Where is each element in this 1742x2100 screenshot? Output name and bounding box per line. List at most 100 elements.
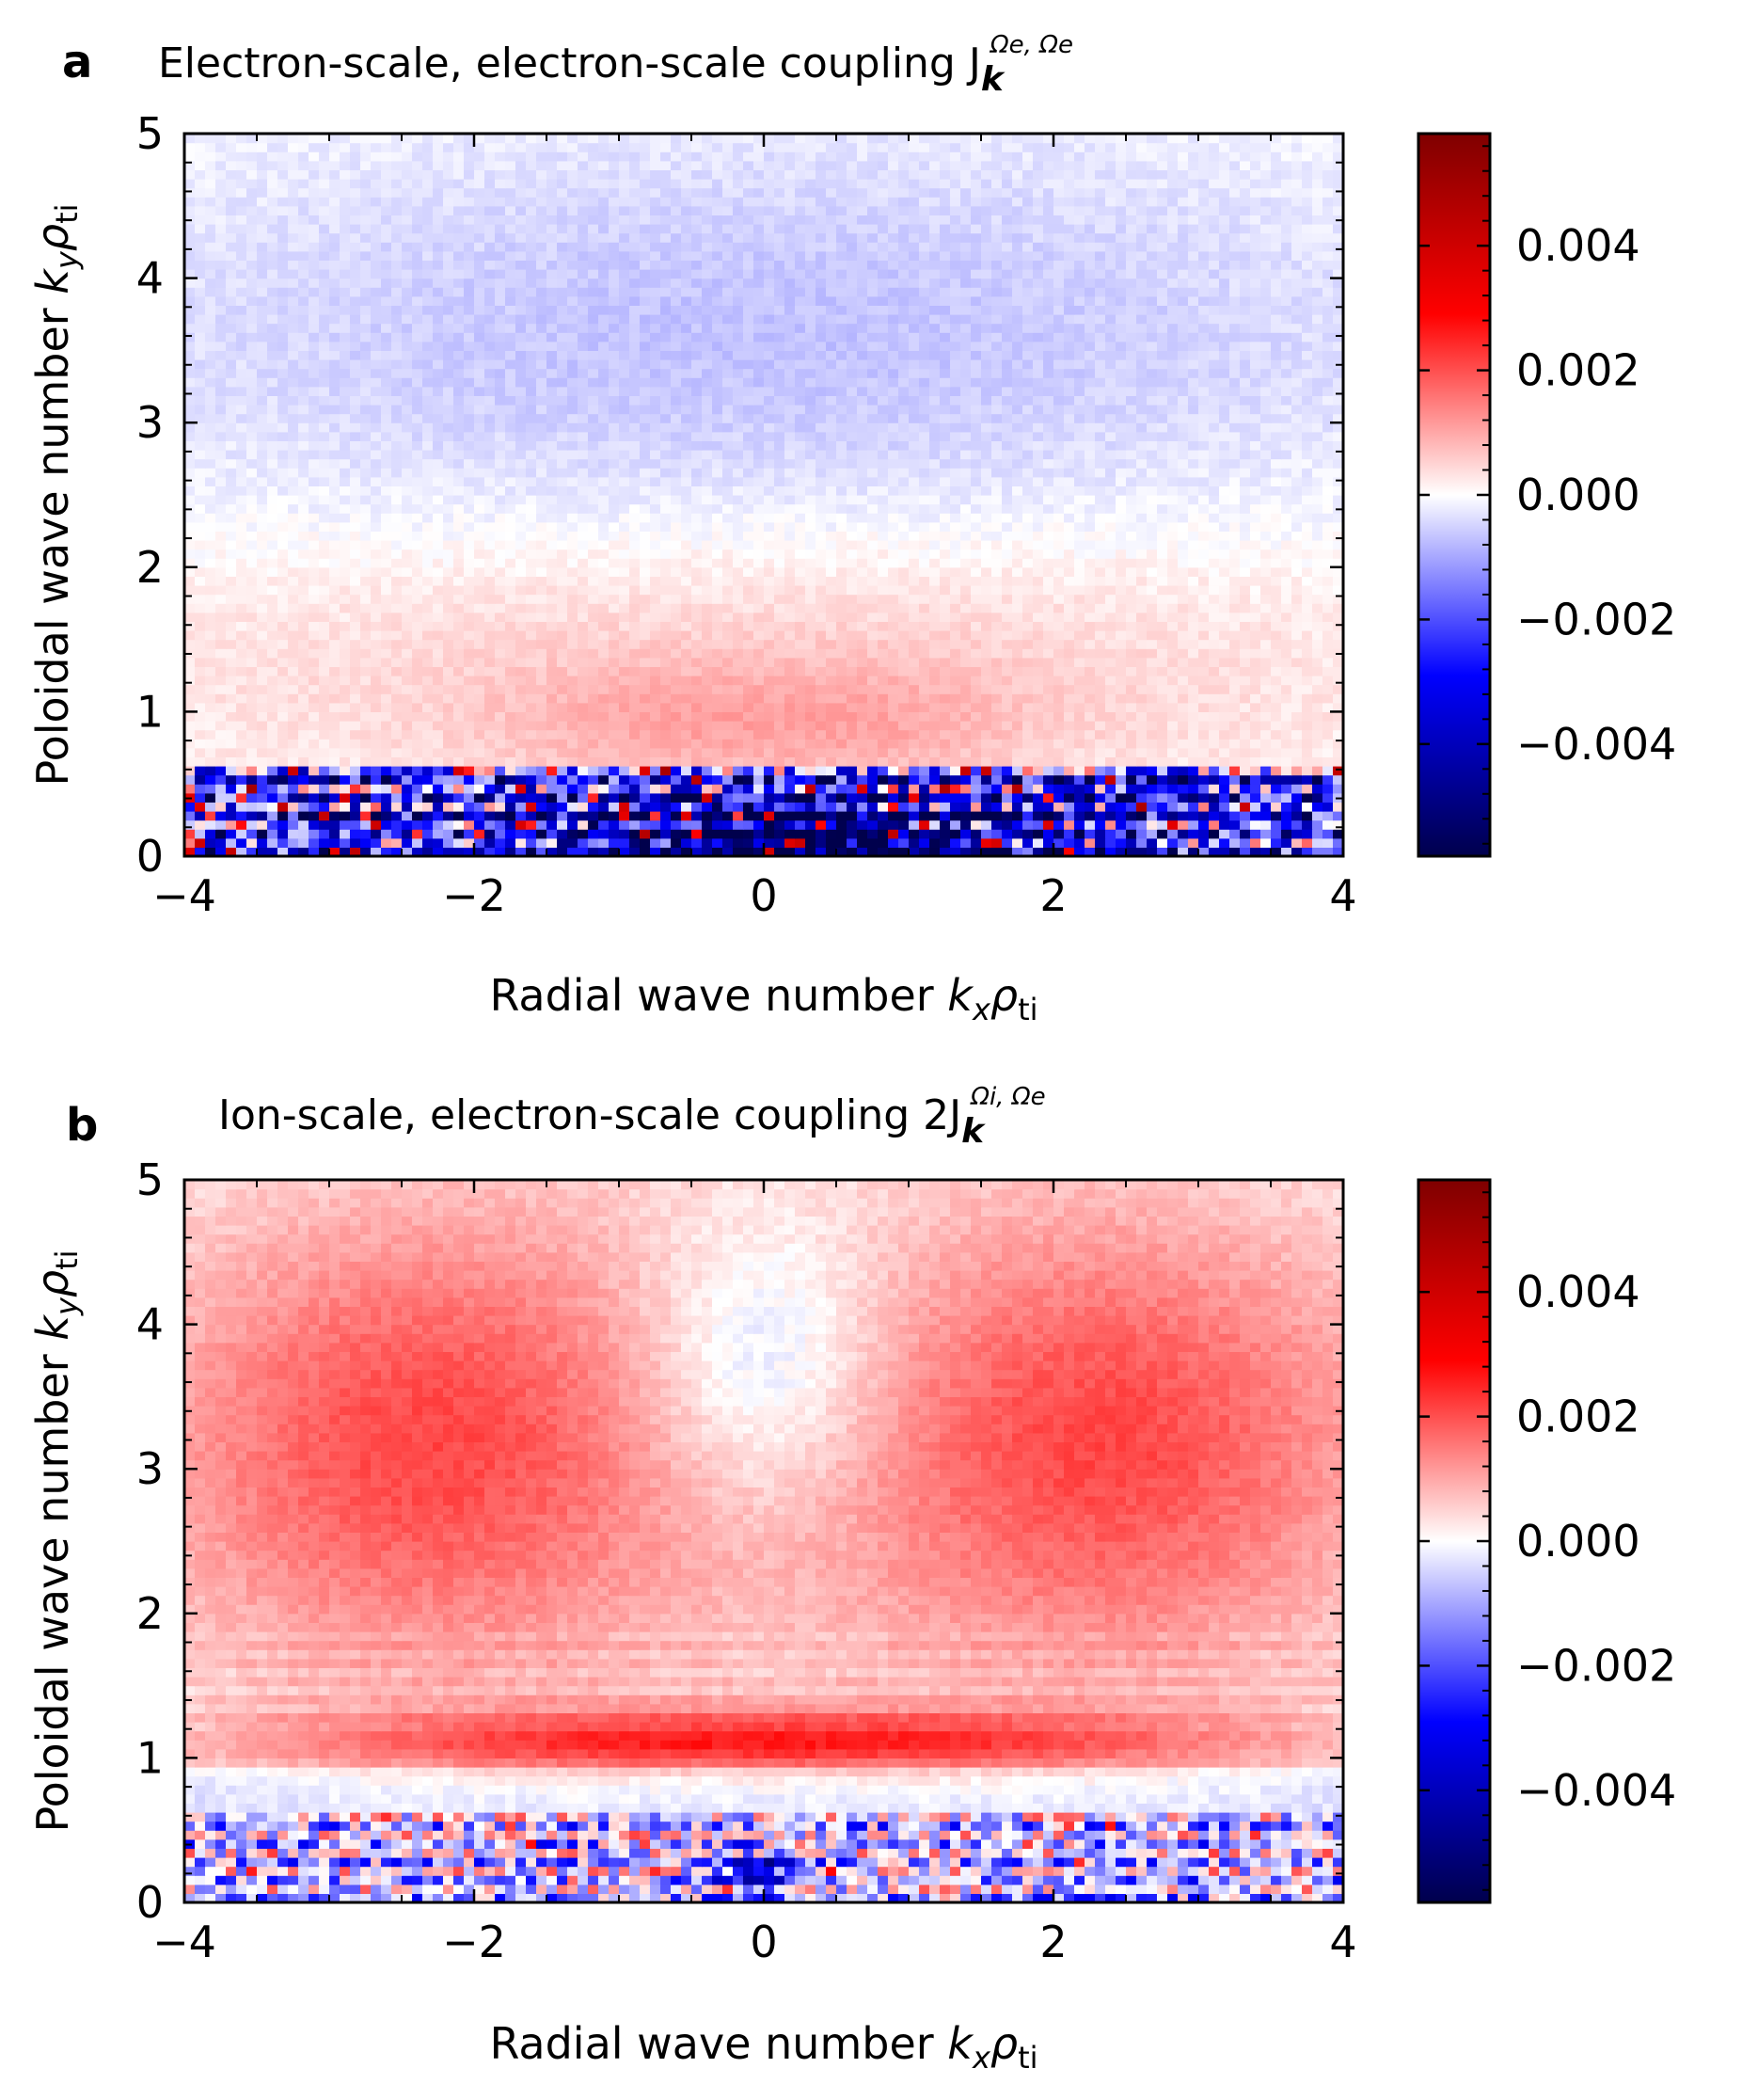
heatmap-cell	[784, 513, 796, 522]
heatmap-cell	[422, 567, 434, 577]
heatmap-cell	[340, 531, 351, 540]
heatmap-cell	[267, 504, 278, 514]
heatmap-cell	[640, 585, 651, 595]
heatmap-cell	[1167, 829, 1179, 838]
heatmap-cell	[1157, 703, 1168, 712]
heatmap-cell	[433, 495, 444, 504]
heatmap-cell	[650, 802, 661, 811]
heatmap-cell	[1291, 730, 1303, 740]
heatmap-cell	[391, 666, 403, 676]
heatmap-cell	[1167, 477, 1179, 486]
heatmap-cell	[950, 477, 961, 486]
heatmap-cell	[878, 756, 889, 766]
heatmap-cell	[598, 648, 610, 658]
heatmap-cell	[546, 612, 558, 622]
heatmap-cell	[805, 756, 816, 766]
heatmap-cell	[826, 802, 837, 811]
heatmap-cell	[733, 739, 744, 748]
heatmap-cell	[1188, 838, 1199, 848]
heatmap-cell	[691, 576, 703, 585]
heatmap-cell	[1157, 648, 1168, 658]
heatmap-cell	[422, 648, 434, 658]
heatmap-cell	[1291, 711, 1303, 721]
heatmap-cell	[1229, 838, 1241, 848]
heatmap-cell	[1198, 693, 1210, 703]
heatmap-cell	[298, 756, 309, 766]
heatmap-cell	[733, 468, 744, 477]
heatmap-cell	[329, 540, 340, 549]
heatmap-cell	[743, 784, 754, 793]
heatmap-cell	[733, 658, 744, 667]
heatmap-cell	[857, 567, 868, 577]
heatmap-cell	[1291, 549, 1303, 559]
heatmap-cell	[443, 585, 454, 595]
heatmap-cell	[929, 730, 941, 740]
heatmap-cell	[309, 829, 320, 838]
heatmap-cell	[1229, 630, 1241, 640]
heatmap-cell	[1198, 676, 1210, 685]
heatmap-cell	[371, 495, 382, 504]
heatmap-cell	[681, 522, 692, 532]
heatmap-cell	[909, 513, 920, 522]
heatmap-cell	[464, 775, 475, 785]
heatmap-cell	[702, 666, 713, 676]
heatmap-cell	[526, 567, 537, 577]
heatmap-cell	[691, 549, 703, 559]
heatmap-cell	[536, 549, 547, 559]
heatmap-cell	[1198, 549, 1210, 559]
heatmap-cell	[784, 676, 796, 685]
heatmap-cell	[598, 567, 610, 577]
heatmap-cell	[557, 459, 568, 469]
heatmap-cell	[515, 703, 527, 712]
heatmap-cell	[402, 450, 413, 459]
heatmap-cell	[1064, 567, 1075, 577]
heatmap-cell	[495, 658, 506, 667]
heatmap-cell	[371, 703, 382, 712]
heatmap-cell	[588, 685, 599, 694]
heatmap-cell	[888, 693, 899, 703]
heatmap-cell	[598, 838, 610, 848]
heatmap-cell	[774, 450, 785, 459]
heatmap-cell	[722, 450, 734, 459]
heatmap-cell	[743, 820, 754, 830]
heatmap-cell	[991, 685, 1003, 694]
heatmap-cell	[205, 522, 216, 532]
heatmap-cell	[267, 829, 278, 838]
heatmap-cell	[836, 793, 847, 803]
heatmap-cell	[381, 766, 392, 775]
heatmap-cell	[1136, 756, 1148, 766]
heatmap-cell	[319, 585, 330, 595]
heatmap-cell	[298, 585, 309, 595]
heatmap-cell	[422, 540, 434, 549]
heatmap-cell	[433, 513, 444, 522]
heatmap-cell	[1012, 485, 1023, 495]
heatmap-cell	[764, 567, 775, 577]
heatmap-cell	[391, 739, 403, 748]
heatmap-cell	[288, 820, 299, 830]
heatmap-cell	[1105, 558, 1116, 567]
heatmap-cell	[1126, 468, 1137, 477]
heatmap-cell	[298, 648, 309, 658]
heatmap-cell	[350, 558, 361, 567]
heatmap-cell	[443, 595, 454, 604]
heatmap-cell	[609, 540, 620, 549]
heatmap-cell	[484, 748, 496, 757]
heatmap-cell	[1126, 784, 1137, 793]
heatmap-cell	[277, 612, 289, 622]
heatmap-cell	[826, 685, 837, 694]
heatmap-cell	[515, 838, 527, 848]
heatmap-cell	[733, 595, 744, 604]
heatmap-cell	[515, 549, 527, 559]
heatmap-cell	[195, 793, 206, 803]
heatmap-cell	[609, 721, 620, 730]
heatmap-cell	[515, 567, 527, 577]
heatmap-cell	[816, 468, 827, 477]
heatmap-cell	[1229, 748, 1241, 757]
heatmap-cell	[588, 630, 599, 640]
heatmap-cell	[950, 775, 961, 785]
heatmap-cell	[340, 513, 351, 522]
heatmap-cell	[329, 784, 340, 793]
heatmap-cell	[267, 540, 278, 549]
heatmap-cell	[681, 756, 692, 766]
heatmap-cell	[484, 549, 496, 559]
